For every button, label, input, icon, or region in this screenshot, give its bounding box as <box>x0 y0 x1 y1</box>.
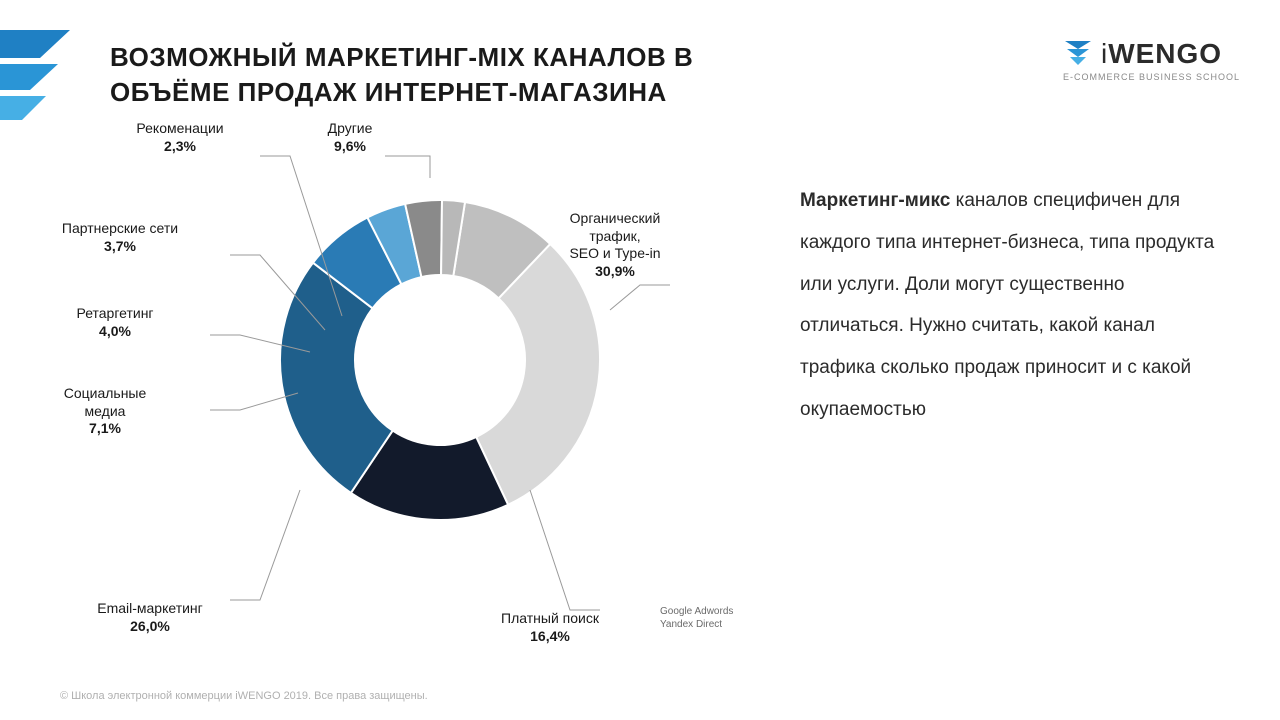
brand-logo: iWENGO E-COMMERCE BUSINESS SCHOOL <box>1063 38 1240 82</box>
slice-label: Рекоменации2,3% <box>136 120 223 155</box>
slice-label: Другие9,6% <box>328 120 373 155</box>
slice-label: Email-маркетинг26,0% <box>97 600 203 635</box>
body-bold: Маркетинг-микс <box>800 190 950 211</box>
footer-copyright: © Школа электронной коммерции iWENGO 201… <box>60 690 428 702</box>
logo-mark-icon <box>1063 39 1093 69</box>
slice-label: Платный поиск16,4% <box>501 610 599 645</box>
slice-label: Партнерские сети3,7% <box>62 220 178 255</box>
slice-label: Ретаргетинг4,0% <box>76 305 153 340</box>
leader-line <box>610 285 670 310</box>
slide-title: ВОЗМОЖНЫЙ МАРКЕТИНГ-MIX КАНАЛОВ В ОБЪЁМЕ… <box>110 40 810 110</box>
logo-text: iWENGO <box>1101 38 1222 70</box>
chart-footnote: Google AdwordsYandex Direct <box>660 605 733 631</box>
donut-chart: Другие9,6% Органическийтрафик,SEO и Type-… <box>60 120 800 680</box>
slice-label: Органическийтрафик,SEO и Type-in30,9% <box>569 210 660 280</box>
logo-subtitle: E-COMMERCE BUSINESS SCHOOL <box>1063 72 1240 82</box>
body-rest: каналов специфичен для каждого типа инте… <box>800 190 1214 420</box>
body-paragraph: Маркетинг-микс каналов специфичен для ка… <box>800 180 1230 431</box>
slice-label: Социальныемедиа7,1% <box>64 385 147 438</box>
leader-line <box>385 156 430 178</box>
